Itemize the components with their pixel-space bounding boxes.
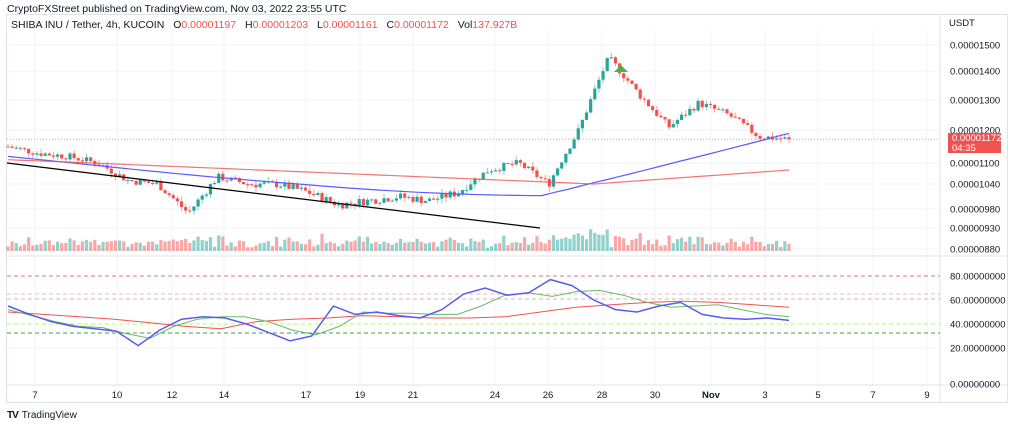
low-label: L <box>317 19 323 31</box>
time-tick: 19 <box>355 390 366 401</box>
rsi-tick: 80.00000000 <box>950 272 1005 283</box>
time-tick: 3 <box>762 390 767 401</box>
rsi-ma-line <box>7 289 790 339</box>
symbol-name: SHIBA INU / Tether, 4h, KUCOIN <box>11 19 165 31</box>
time-tick: 30 <box>650 390 661 401</box>
time-tick: 5 <box>815 390 820 401</box>
time-tick: 12 <box>167 390 178 401</box>
time-tick: 7 <box>870 390 875 401</box>
price-tick: 0.00001040 <box>950 180 1000 191</box>
current-price-tag: 0.00001172 04:35 <box>948 133 1002 154</box>
price-tick: 0.00001300 <box>950 96 1000 107</box>
time-tick: 28 <box>597 390 608 401</box>
time-tick: 26 <box>543 390 554 401</box>
open-label: O <box>173 19 182 31</box>
chart-frame <box>6 14 1008 403</box>
rsi-slow-line <box>7 300 790 330</box>
currency-label: USDT <box>949 18 975 29</box>
ma-slow-line <box>7 159 790 185</box>
bar-countdown: 04:35 <box>952 142 976 154</box>
rsi-line <box>7 278 790 347</box>
time-tick: 17 <box>301 390 312 401</box>
close-label: C <box>386 19 395 31</box>
rsi-tick: 20.00000000 <box>950 344 1005 355</box>
time-tick: Nov <box>702 390 721 401</box>
high-value: 0.00001203 <box>252 19 309 31</box>
open-value: 0.00001197 <box>181 19 237 31</box>
price-tick: 0.00001100 <box>950 159 1000 170</box>
volume-value: 137.927B <box>472 19 518 31</box>
price-tick: 0.00000930 <box>950 224 1000 235</box>
time-tick: 9 <box>924 390 929 401</box>
rsi-tick: 0.00000000 <box>950 380 1000 391</box>
tradingview-footer[interactable]: TV TradingView <box>7 410 77 421</box>
publish-line: CryptoFXStreet published on TradingView.… <box>7 3 347 15</box>
time-tick: 14 <box>219 390 230 401</box>
low-value: 0.00001161 <box>322 19 378 31</box>
price-tick: 0.00001500 <box>950 41 1000 52</box>
volume-label: Vol <box>457 19 473 31</box>
time-tick: 7 <box>32 390 37 401</box>
time-tick: 24 <box>490 390 501 401</box>
price-tick: 0.00001400 <box>950 67 1000 78</box>
price-tick: 0.00000880 <box>950 245 1000 256</box>
current-price: 0.00001172 <box>952 133 1002 144</box>
ma-fast-line <box>7 132 790 197</box>
time-tick: 21 <box>408 390 419 401</box>
brand-name: TradingView <box>21 410 77 421</box>
rsi-tick: 60.00000000 <box>950 296 1005 307</box>
symbol-legend: SHIBA INU / Tether, 4h, KUCOIN O0.000011… <box>11 19 517 31</box>
rsi-tick: 40.00000000 <box>950 320 1005 331</box>
buy-signal-arrow-icon <box>614 65 628 72</box>
price-tick: 0.00001200 <box>950 126 1000 137</box>
time-tick: 10 <box>112 390 123 401</box>
close-value: 0.00001172 <box>394 19 449 31</box>
price-tick: 0.00000980 <box>950 205 1000 216</box>
tradingview-logo-icon: TV <box>7 410 19 421</box>
trendline[interactable] <box>6 162 541 229</box>
high-label: H <box>245 19 253 31</box>
